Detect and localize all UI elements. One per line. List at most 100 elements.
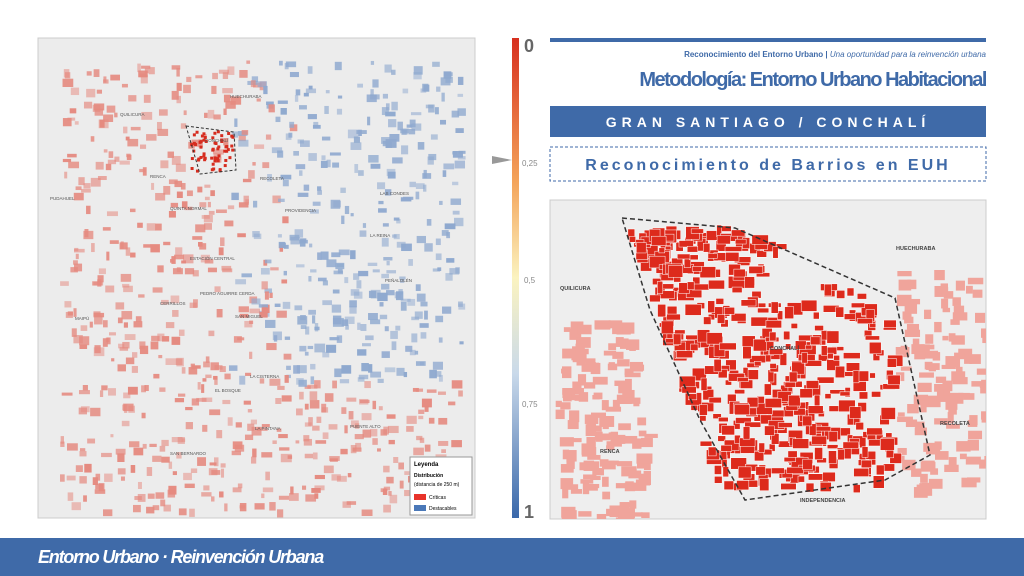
block: [555, 400, 562, 408]
block: [83, 101, 93, 109]
block: [177, 393, 186, 397]
block: [325, 90, 330, 94]
block: [123, 392, 131, 399]
subtitle-italic: Una oportunidad para la reinvención urba…: [830, 50, 987, 59]
block: [170, 202, 179, 208]
block: [406, 415, 417, 424]
block: [201, 492, 212, 497]
block: [415, 388, 424, 392]
block: [405, 345, 413, 352]
block: [174, 398, 185, 403]
block: [163, 504, 171, 512]
block: [305, 494, 317, 502]
block: [953, 305, 965, 316]
block: [562, 348, 576, 359]
block: [400, 197, 412, 202]
block: [959, 453, 967, 460]
block: [303, 438, 312, 446]
block: [239, 313, 249, 318]
block: [210, 362, 219, 371]
block: [638, 473, 648, 480]
block: [948, 457, 957, 469]
block: [370, 371, 382, 378]
block: [285, 133, 292, 140]
block: [381, 283, 390, 290]
block: [649, 294, 661, 303]
block: [828, 431, 838, 442]
block: [570, 489, 583, 494]
place-label: LA PINTANA: [255, 426, 281, 431]
block: [981, 414, 986, 423]
block: [370, 89, 374, 96]
place-label: ESTACIÓN CENTRAL: [190, 255, 235, 261]
block: [700, 377, 708, 391]
block: [353, 273, 360, 280]
block: [368, 313, 378, 321]
block: [777, 422, 793, 428]
block: [197, 186, 203, 193]
block: [230, 144, 234, 148]
block: [384, 326, 389, 332]
block: [62, 158, 72, 163]
block: [91, 243, 95, 253]
block: [612, 323, 623, 335]
block: [940, 287, 949, 294]
block: [280, 453, 292, 463]
block: [93, 69, 100, 77]
block: [595, 425, 602, 432]
block: [332, 380, 337, 389]
block: [420, 88, 427, 93]
block: [452, 181, 459, 186]
block: [602, 476, 609, 487]
block: [222, 399, 231, 405]
block: [902, 459, 916, 471]
block: [295, 440, 300, 444]
block: [719, 342, 737, 351]
block: [429, 369, 437, 379]
block: [121, 311, 133, 320]
block: [917, 382, 932, 393]
block: [422, 83, 429, 92]
block: [378, 406, 383, 411]
block: [361, 413, 372, 421]
block: [92, 477, 98, 485]
block: [220, 134, 224, 138]
block: [94, 108, 104, 116]
block: [667, 265, 684, 278]
block: [398, 289, 403, 295]
block: [435, 315, 444, 323]
block: [73, 308, 77, 317]
block: [400, 301, 407, 311]
block: [446, 258, 455, 263]
block: [239, 69, 248, 78]
block: [280, 108, 287, 115]
block: [827, 352, 834, 360]
block: [406, 426, 414, 432]
block: [218, 247, 224, 256]
block: [572, 438, 582, 443]
place-label: SAN MIGUEL: [235, 314, 263, 319]
block: [426, 219, 432, 226]
block: [411, 316, 420, 321]
block: [305, 326, 310, 335]
block: [262, 307, 268, 313]
block: [370, 319, 381, 325]
block: [352, 447, 362, 452]
block: [428, 417, 435, 424]
block: [106, 251, 110, 261]
block: [235, 422, 242, 428]
block: [614, 380, 628, 386]
block: [925, 395, 941, 408]
block: [643, 470, 651, 480]
block: [420, 301, 428, 307]
block: [930, 468, 939, 475]
block: [272, 440, 277, 444]
block: [212, 149, 224, 155]
block: [309, 243, 313, 248]
block: [135, 316, 142, 322]
block: [309, 209, 319, 214]
block: [249, 308, 260, 314]
block: [340, 448, 348, 455]
block: [216, 130, 220, 134]
block: [78, 177, 85, 186]
